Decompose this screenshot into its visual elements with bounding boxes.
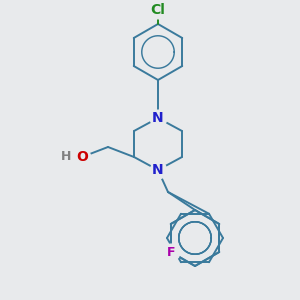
Text: N: N bbox=[152, 163, 164, 177]
Text: O: O bbox=[76, 150, 88, 164]
Text: F: F bbox=[167, 245, 175, 259]
Text: N: N bbox=[152, 111, 164, 125]
Text: H: H bbox=[61, 151, 71, 164]
Text: Cl: Cl bbox=[151, 3, 165, 17]
